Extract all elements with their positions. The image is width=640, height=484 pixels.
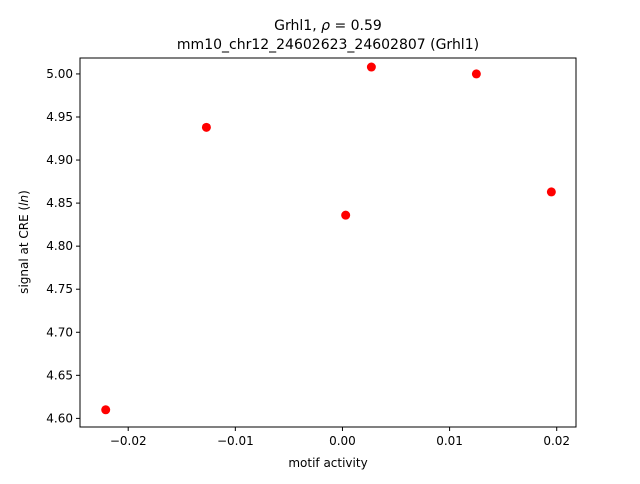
y-tick-label: 4.60	[46, 411, 73, 425]
x-tick-label: 0.01	[436, 434, 463, 448]
y-tick-label: 5.00	[46, 67, 73, 81]
y-tick-label: 4.95	[46, 110, 73, 124]
data-point	[546, 187, 556, 197]
y-tick-label: 4.75	[46, 282, 73, 296]
y-tick-label: 4.70	[46, 325, 73, 339]
x-tick-label: 0.00	[329, 434, 356, 448]
x-tick-label: −0.01	[217, 434, 254, 448]
data-point	[101, 405, 111, 415]
data-point	[471, 69, 481, 79]
chart-title-line2: mm10_chr12_24602623_24602807 (Grhl1)	[177, 37, 479, 53]
axes-frame	[79, 57, 577, 428]
plot-area: −0.02 −0.01 0.00 0.01 0.02 4.60 4.65 4.70 4.75 4.…	[46, 57, 577, 448]
data-point	[341, 210, 351, 220]
x-tick-label: −0.02	[110, 434, 147, 448]
y-tick-label: 4.90	[46, 153, 73, 167]
y-axis-label: signal at CRE (ln)	[17, 190, 31, 294]
x-axis-label: motif activity	[288, 456, 367, 470]
y-tick-label: 4.80	[46, 239, 73, 253]
chart-title-line1: Grhl1, ρ = 0.59	[274, 18, 382, 34]
data-point	[201, 122, 211, 132]
x-tick-label: 0.02	[543, 434, 570, 448]
data-point	[366, 62, 376, 72]
y-tick-label: 4.85	[46, 196, 73, 210]
y-tick-label: 4.65	[46, 368, 73, 382]
